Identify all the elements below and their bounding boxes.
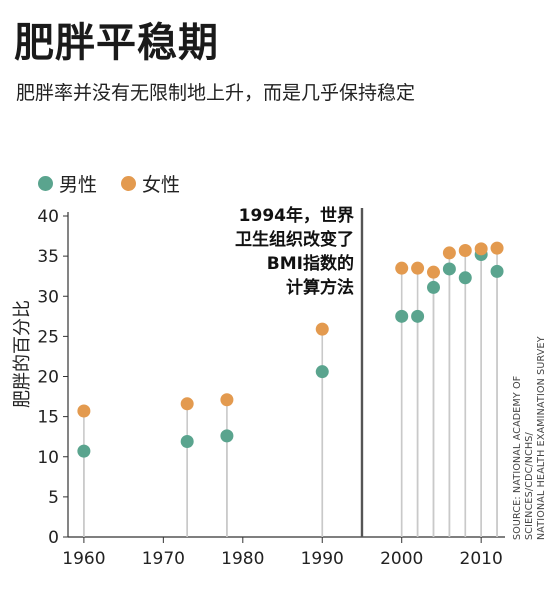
male-data-point xyxy=(426,280,440,294)
male-data-point xyxy=(490,264,504,278)
female-data-point xyxy=(220,393,234,407)
legend-label-female: 女性 xyxy=(142,174,181,196)
y-tick-label: 30 xyxy=(37,287,59,307)
female-data-point xyxy=(442,246,456,260)
female-data-point xyxy=(490,241,504,255)
y-tick-label: 20 xyxy=(37,368,59,388)
legend-label-male: 男性 xyxy=(59,174,98,196)
male-data-point xyxy=(315,365,329,379)
male-data-point xyxy=(458,271,472,285)
legend-item-female: 女性 xyxy=(121,170,180,197)
female-data-point xyxy=(411,261,425,275)
x-tick-label: 2000 xyxy=(380,549,423,569)
male-data-point xyxy=(395,309,409,323)
y-tick-label: 0 xyxy=(48,528,59,548)
female-data-point xyxy=(315,322,329,336)
female-data-point xyxy=(77,404,91,418)
x-tick-label: 2010 xyxy=(460,549,503,569)
annotation-line-1: 1994年，世界 xyxy=(238,206,354,226)
legend: 男性 女性 xyxy=(38,170,204,197)
y-tick-label: 40 xyxy=(37,207,59,227)
male-data-point xyxy=(220,429,234,443)
annotation-line-3: BMI指数的 xyxy=(266,254,354,274)
source-line-1: SOURCE: NATIONAL ACADEMY OF SCIENCES/CDC… xyxy=(512,375,535,540)
male-data-point xyxy=(411,309,425,323)
annotation-line-4: 计算方法 xyxy=(286,278,354,298)
legend-swatch-female xyxy=(121,176,137,191)
x-tick-label: 1980 xyxy=(221,549,264,569)
x-tick-label: 1990 xyxy=(301,549,344,569)
male-data-point xyxy=(77,444,91,458)
female-data-point xyxy=(426,265,440,279)
female-data-point xyxy=(395,261,409,275)
annotation-line-2: 卫生组织改变了 xyxy=(235,230,354,250)
x-tick-label: 1970 xyxy=(142,549,185,569)
legend-item-male: 男性 xyxy=(38,170,97,197)
female-data-point xyxy=(180,397,194,411)
x-tick-label: 1960 xyxy=(62,549,105,569)
male-data-point xyxy=(180,435,194,449)
legend-swatch-male xyxy=(38,176,53,191)
y-tick-label: 5 xyxy=(48,488,59,508)
y-tick-label: 10 xyxy=(37,448,59,468)
chart-subtitle: 肥胖率并没有无限制地上升，而是几乎保持稳定 xyxy=(16,82,416,104)
annotation: 1994年，世界 卫生组织改变了 BMI指数的 计算方法 xyxy=(196,204,354,300)
female-data-point xyxy=(474,242,488,256)
y-tick-label: 35 xyxy=(37,247,59,267)
source-line-2: NATIONAL HEALTH EXAMINATION SURVEY xyxy=(536,336,547,540)
male-data-point xyxy=(442,262,456,276)
female-data-point xyxy=(458,244,472,258)
chart-title: 肥胖平稳期 xyxy=(14,20,219,66)
y-tick-label: 15 xyxy=(37,408,59,428)
source-note: SOURCE: NATIONAL ACADEMY OF SCIENCES/CDC… xyxy=(512,300,552,540)
y-tick-label: 25 xyxy=(37,327,59,347)
